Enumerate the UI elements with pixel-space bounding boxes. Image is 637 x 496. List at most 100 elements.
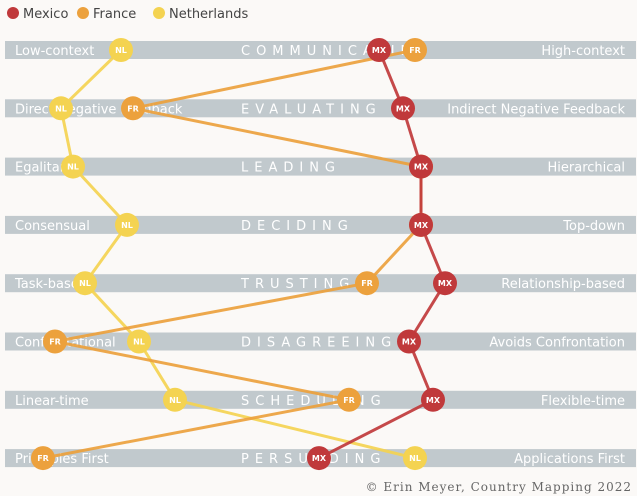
point-label: MX bbox=[426, 396, 441, 405]
band-right-label: High-context bbox=[541, 44, 625, 59]
dimension-label: EVALUATING bbox=[241, 102, 382, 117]
point-label: NL bbox=[169, 396, 181, 405]
point-label: NL bbox=[121, 221, 133, 230]
band-right-label: Applications First bbox=[514, 452, 625, 467]
band-leading bbox=[5, 157, 636, 176]
point-marker bbox=[61, 154, 85, 179]
band-trusting bbox=[5, 274, 636, 293]
point-marker bbox=[163, 387, 187, 412]
legend-label-mx: Mexico bbox=[23, 7, 68, 22]
band-right-label: Flexible-time bbox=[541, 394, 625, 409]
point-label: MX bbox=[402, 338, 417, 347]
band-left-label: Task-based bbox=[14, 277, 87, 292]
band-scheduling bbox=[5, 390, 636, 409]
point-label: NL bbox=[67, 163, 79, 172]
legend: Mexico France Netherlands bbox=[7, 7, 248, 22]
band-deciding bbox=[5, 215, 636, 234]
point-label: FR bbox=[343, 396, 355, 405]
point-label: FR bbox=[49, 338, 61, 347]
point-mx-scheduling: MX bbox=[421, 387, 445, 412]
point-nl-scheduling: NL bbox=[163, 387, 187, 412]
point-marker bbox=[49, 96, 73, 121]
point-label: FR bbox=[409, 46, 421, 55]
point-mx-evaluating: MX bbox=[391, 96, 415, 121]
point-label: FR bbox=[127, 104, 139, 113]
point-mx-leading: MX bbox=[409, 154, 433, 179]
point-marker bbox=[409, 212, 433, 237]
point-nl-disagreeing: NL bbox=[127, 329, 151, 354]
point-nl-evaluating: NL bbox=[49, 96, 73, 121]
point-label: MX bbox=[396, 104, 411, 113]
point-marker bbox=[307, 446, 331, 471]
point-label: MX bbox=[414, 221, 429, 230]
legend-swatch-nl bbox=[153, 7, 165, 19]
point-marker bbox=[397, 329, 421, 354]
point-marker bbox=[409, 154, 433, 179]
point-marker bbox=[337, 387, 361, 412]
point-marker bbox=[73, 271, 97, 296]
series-line-fr bbox=[42, 48, 423, 460]
dimension-label: LEADING bbox=[241, 161, 341, 176]
point-marker bbox=[109, 38, 133, 62]
point-marker bbox=[127, 329, 151, 354]
point-marker bbox=[391, 96, 415, 121]
band-left-label: Low-context bbox=[15, 44, 94, 59]
point-label: NL bbox=[409, 454, 421, 463]
point-label: FR bbox=[361, 279, 373, 288]
point-nl-persuading: NL bbox=[403, 446, 427, 471]
point-fr-scheduling: FR bbox=[337, 387, 361, 412]
dimension-bands: Low-context High-contextCOMMUNICATINGDire… bbox=[5, 41, 636, 468]
point-mx-persuading: MX bbox=[307, 446, 331, 471]
series-markers: NLNLNLNLNLNLNLNLFRFRFRFRFRFRFRFRMXMXMXMX… bbox=[31, 38, 457, 471]
point-fr-persuading: FR bbox=[31, 446, 55, 471]
point-label: MX bbox=[372, 46, 387, 55]
legend-label-nl: Netherlands bbox=[169, 7, 248, 22]
point-nl-deciding: NL bbox=[115, 212, 139, 237]
point-marker bbox=[433, 271, 457, 296]
dimension-label: DECIDING bbox=[241, 219, 354, 234]
point-marker bbox=[403, 446, 427, 471]
point-nl-trusting: NL bbox=[73, 271, 97, 296]
band-right-label: Avoids Confrontation bbox=[489, 336, 625, 351]
point-marker bbox=[355, 271, 379, 296]
point-mx-deciding: MX bbox=[409, 212, 433, 237]
dimension-label: DISAGREEING bbox=[241, 336, 397, 351]
point-label: NL bbox=[133, 338, 145, 347]
point-nl-leading: NL bbox=[61, 154, 85, 179]
point-fr-evaluating: FR bbox=[121, 96, 145, 121]
point-fr-communicating: FR bbox=[403, 38, 427, 62]
point-label: MX bbox=[312, 454, 327, 463]
point-mx-trusting: MX bbox=[433, 271, 457, 296]
band-right-label: Indirect Negative Feedback bbox=[447, 102, 625, 117]
point-fr-trusting: FR bbox=[355, 271, 379, 296]
band-disagreeing bbox=[5, 332, 636, 351]
band-left-label: Consensual bbox=[15, 219, 90, 234]
point-fr-disagreeing: FR bbox=[43, 329, 67, 354]
credit-text: © Erin Meyer, Country Mapping 2022 bbox=[366, 480, 632, 494]
point-marker bbox=[367, 38, 391, 62]
point-label: NL bbox=[79, 279, 91, 288]
band-right-label: Relationship-based bbox=[501, 277, 625, 292]
legend-swatch-mx bbox=[7, 7, 19, 19]
point-label: MX bbox=[414, 163, 429, 172]
dimension-label: TRUSTING bbox=[240, 277, 355, 292]
point-label: NL bbox=[115, 46, 127, 55]
point-marker bbox=[403, 38, 427, 62]
point-marker bbox=[115, 212, 139, 237]
point-nl-communicating: NL bbox=[109, 38, 133, 62]
band-communicating bbox=[5, 41, 636, 59]
band-right-label: Top-down bbox=[562, 219, 625, 234]
point-marker bbox=[421, 387, 445, 412]
band-left-label: Linear-time bbox=[15, 394, 89, 409]
point-label: FR bbox=[37, 454, 49, 463]
point-mx-disagreeing: MX bbox=[397, 329, 421, 354]
point-mx-communicating: MX bbox=[367, 38, 391, 62]
point-label: MX bbox=[438, 279, 453, 288]
legend-label-fr: France bbox=[93, 7, 136, 22]
point-label: NL bbox=[55, 104, 67, 113]
point-marker bbox=[43, 329, 67, 354]
legend-swatch-fr bbox=[77, 7, 89, 19]
point-marker bbox=[31, 446, 55, 471]
point-marker bbox=[121, 96, 145, 121]
